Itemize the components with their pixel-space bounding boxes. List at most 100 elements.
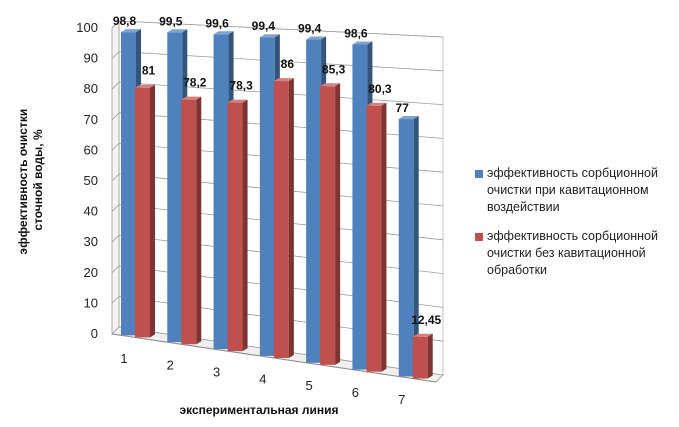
y-axis-ticks: 0 10 20 30 40 50 60 70 80 90 100 [76,20,98,341]
y-tick-label: 20 [84,265,98,280]
y-tick-label: 100 [76,20,98,35]
data-label: 78,2 [183,76,207,90]
bar-side [381,102,387,372]
bar-front [227,102,243,352]
legend-label-1: эффективность сорбционной очистки при ка… [487,166,661,214]
legend-label-2-line-3: обработки [487,263,547,277]
y-tick-label: 0 [91,326,98,341]
x-tick-label: 6 [352,385,359,400]
y-tick-label: 40 [84,204,98,219]
bar-side [413,116,419,377]
data-label: 77 [396,101,410,115]
bar-front [398,119,414,377]
bar [273,78,294,358]
legend-swatch-1 [475,170,483,178]
bar-top [306,36,327,40]
x-tick-label: 5 [306,378,313,393]
bars [121,29,433,379]
y-tick-label: 90 [84,51,98,66]
legend: эффективность сорбционной очистки при ка… [475,166,661,277]
bar [227,99,248,352]
y-axis-title: эффективность очистки сточной воды, % [16,105,45,254]
y-tick-label: 30 [84,234,98,249]
bar-front [273,81,289,358]
legend-label-2: эффективность сорбционной очистки без ка… [487,229,661,277]
data-label: 99,6 [205,16,229,30]
bar [181,96,202,345]
y-axis-title-line-2: сточной воды, % [31,129,45,231]
bar-top [273,78,294,82]
data-label: 86 [281,57,295,71]
data-label: 85,3 [322,62,346,76]
x-axis-title: экспериментальная линия [179,403,338,417]
bar-top [352,41,373,45]
data-labels: 98,8 81 99,5 78,2 99,6 78,3 99,4 86 99,4 85,3 98,6… [113,14,442,327]
bar-top [167,29,188,33]
gridline [111,20,444,38]
bar [412,333,433,379]
bar-top [366,102,387,106]
data-label: 78,3 [229,79,253,93]
bar-front [412,336,428,379]
bar-front [167,32,183,343]
bar-front [366,105,382,372]
x-tick-label: 1 [120,351,127,366]
y-tick-label: 50 [84,173,98,188]
bar-side [196,96,202,345]
data-label: 98,6 [344,26,368,40]
bar [135,84,155,338]
bar-top [227,99,248,103]
legend-item-1: эффективность сорбционной очистки при ка… [475,166,661,214]
x-tick-label: 4 [259,371,266,386]
x-axis-ticks: 1 2 3 4 5 6 7 [120,351,405,407]
bar [366,102,387,372]
data-label: 98,8 [113,14,137,28]
bar-side [150,84,155,338]
y-tick-label: 10 [84,295,98,310]
legend-label-1-line-2: очистки при кавитационном [487,183,649,197]
bar-top [213,31,234,35]
bar-top [320,83,341,87]
legend-label-1-line-3: воздействии [487,200,560,214]
data-label: 99,4 [298,22,322,36]
y-tick-label: 60 [84,142,98,157]
bar-front [259,37,275,356]
bar-side [242,99,248,352]
bar-top [135,84,155,88]
bar-side [335,83,341,365]
legend-label-2-line-2: очистки без кавитационной [487,246,646,260]
y-axis-title-line-1: эффективность очистки [16,109,30,255]
legend-label-1-line-1: эффективность сорбционной [487,166,658,180]
data-label: 12,45 [411,313,441,327]
legend-swatch-2 [475,233,483,241]
y-tick-label: 80 [84,81,98,96]
bar-front [306,39,322,363]
bar-front [213,34,229,350]
legend-item-2: эффективность сорбционной очистки без ка… [475,229,661,277]
bar-top [121,29,141,33]
data-label: 99,5 [159,14,183,28]
gridline [111,51,444,72]
bar-front [352,44,368,370]
data-label: 81 [142,64,156,78]
bar-front [181,99,197,345]
data-label: 99,4 [252,19,276,33]
bar-top [181,96,202,100]
legend-label-2-line-1: эффективность сорбционной [487,229,658,243]
x-tick-label: 2 [167,358,174,373]
y-tick-label: 70 [84,112,98,127]
bar-top [259,34,280,38]
bar-side [288,78,294,358]
x-axis-line [111,333,437,383]
x-tick-label: 7 [398,392,405,407]
bar [398,116,419,377]
x-tick-label: 3 [213,364,220,379]
bar-side [427,333,433,379]
bar-front [121,32,136,336]
bar-front [320,86,336,365]
bar-top [398,116,419,120]
bar-top [412,333,433,337]
bar-front [135,87,150,338]
